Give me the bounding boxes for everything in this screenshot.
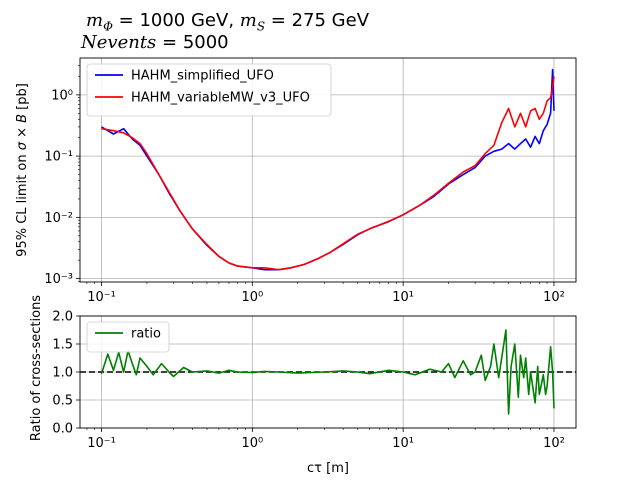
title-mphi-value: = 1000 GeV,	[112, 10, 240, 31]
ratio-legend-label-0: ratio	[131, 327, 161, 342]
title-m-symbol: m	[86, 10, 104, 31]
limit-x-tick-label: 10⁰	[241, 290, 263, 305]
ratio-x-tick-label: 10⁰	[241, 436, 263, 451]
ratio-series-line-0	[100, 329, 555, 415]
limit-x-tick-label: 10²	[543, 290, 565, 305]
limit-series-line-1	[101, 76, 555, 271]
ratio-x-tick-label: 10⁻¹	[87, 436, 116, 451]
limit-plot-panel: 10⁻¹ 10⁰ 10¹ 10² 10⁻³ 10⁻² 10⁻¹ 10⁰ HAHM_simplif…	[15, 57, 577, 305]
limit-y-axis-label: 95% CL limit on σ × B [pb]	[15, 83, 30, 257]
ratio-y-tick-label: 1.5	[52, 338, 73, 353]
limit-legend-label-0: HAHM_simplified_UFO	[131, 69, 274, 84]
limit-y-axis-label-part: σ × B	[15, 114, 30, 150]
limit-y-tick-label: 10⁻³	[44, 272, 73, 287]
limit-legend-box	[86, 63, 332, 117]
limit-y-tick-label: 10⁻¹	[44, 150, 73, 165]
title-phi-subscript: Φ	[103, 19, 113, 34]
title-m-symbol-2: m	[239, 10, 257, 31]
ratio-axes-frame	[79, 315, 577, 429]
ratio-y-tick-label: 1.0	[52, 366, 73, 381]
ratio-legend-box	[86, 321, 170, 353]
limit-y-tick-label: 10⁻²	[44, 211, 73, 226]
ratio-y-tick-label: 0.5	[52, 394, 73, 409]
chart-title-line-1: mΦ = 1000 GeV, mS = 275 GeV	[86, 10, 369, 34]
ratio-plot-panel: 10⁻¹ 10⁰ 10¹ 10² 0.0 0.5 1.0 1.5 2.0 ratio cτ [m] R…	[29, 295, 577, 476]
title-nevents-label: Nevents	[81, 32, 157, 53]
title-s-subscript: S	[256, 19, 266, 34]
ratio-x-tick-label: 10¹	[392, 436, 414, 451]
ratio-x-tick-label: 10²	[543, 436, 565, 451]
limit-x-tick-label: 10¹	[392, 290, 414, 305]
chart-title-line-2: Nevents = 5000	[81, 32, 229, 53]
title-ms-value: = 275 GeV	[265, 10, 370, 31]
limit-y-tick-label: 10⁰	[51, 88, 73, 103]
ratio-x-axis-label: cτ [m]	[307, 461, 349, 476]
limit-axes-frame	[79, 57, 577, 283]
limit-y-axis-label-part: [pb]	[15, 83, 30, 114]
limit-x-tick-label: 10⁻¹	[87, 290, 116, 305]
title-nevents-value: = 5000	[156, 32, 229, 53]
ratio-y-tick-label: 0.0	[52, 422, 73, 437]
limit-y-axis-label-part: 95% CL limit on	[15, 150, 30, 257]
ratio-y-tick-label: 2.0	[52, 310, 73, 325]
limit-legend-label-1: HAHM_variableMW_v3_UFO	[131, 91, 310, 106]
ratio-y-axis-label: Ratio of cross-sections	[29, 295, 44, 441]
